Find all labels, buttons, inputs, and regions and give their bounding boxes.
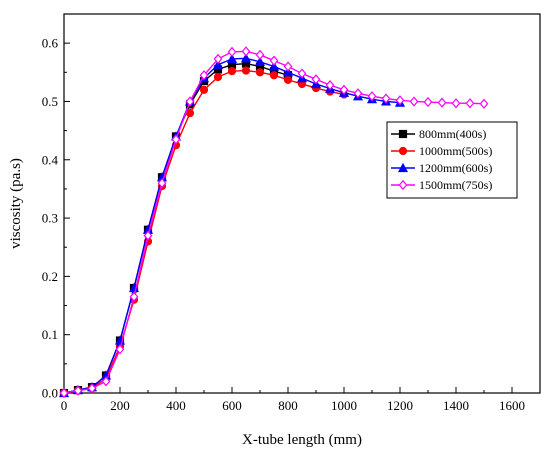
data-point <box>87 383 97 394</box>
data-point <box>199 85 209 94</box>
data-point <box>353 88 363 99</box>
legend-item: 1200mm(600s) <box>391 161 492 175</box>
x-tick-label: 1600 <box>499 398 525 413</box>
series-line <box>63 62 289 394</box>
data-point <box>423 96 433 108</box>
data-point <box>297 68 307 79</box>
series-4 <box>59 46 489 399</box>
data-point <box>213 72 223 82</box>
data-point <box>59 387 69 399</box>
data-point <box>101 376 111 387</box>
data-point <box>451 98 461 109</box>
legend-label: 1000mm(500s) <box>419 144 492 158</box>
series-layer <box>58 46 489 399</box>
data-point <box>283 61 293 72</box>
data-point <box>185 96 195 107</box>
y-tick-label: 0.4 <box>42 152 59 167</box>
data-point <box>269 71 279 80</box>
data-point <box>255 68 265 77</box>
x-tick-label: 800 <box>278 398 298 413</box>
series-3 <box>58 53 406 398</box>
y-tick-label: 0.0 <box>42 386 58 401</box>
legend-marker <box>398 129 408 139</box>
legend-marker <box>398 146 408 156</box>
y-tick-label: 0.1 <box>42 327 58 342</box>
x-tick-label: 1400 <box>443 398 469 413</box>
data-point <box>143 230 153 241</box>
y-tick-label: 0.2 <box>42 269 58 284</box>
x-axis-ticks: 0 200 400 600 800 1000 1200 1400 1600 <box>61 387 525 413</box>
data-point <box>73 385 83 396</box>
y-tick-label: 0.6 <box>42 36 59 51</box>
x-tick-label: 400 <box>166 398 186 413</box>
series-line <box>63 50 485 394</box>
legend-label: 800mm(400s) <box>419 127 486 141</box>
data-point <box>269 55 279 66</box>
x-tick-label: 1200 <box>387 398 413 413</box>
data-point <box>226 53 238 63</box>
x-tick-label: 1000 <box>331 398 357 413</box>
data-point <box>339 84 349 95</box>
data-point <box>115 344 125 355</box>
data-point <box>212 59 224 69</box>
series-2 <box>59 66 349 398</box>
data-point <box>157 177 167 189</box>
y-axis-ticks: 0.0 0.1 0.2 0.3 0.4 0.5 0.6 <box>42 13 70 401</box>
plot-frame <box>63 13 541 394</box>
data-point <box>409 96 419 107</box>
legend-item: 1000mm(500s) <box>391 144 492 158</box>
x-tick-label: 0 <box>61 398 68 413</box>
data-point <box>381 93 391 104</box>
data-point <box>240 53 252 63</box>
legend-item: 800mm(400s) <box>391 127 486 141</box>
data-point <box>465 98 475 109</box>
data-point <box>437 97 447 108</box>
data-point <box>268 61 280 71</box>
data-point <box>171 134 181 145</box>
legend-marker <box>398 179 408 191</box>
plot-border <box>63 13 541 394</box>
data-point <box>325 80 335 91</box>
data-point <box>227 67 237 76</box>
data-point <box>255 49 265 60</box>
legend-label: 1200mm(600s) <box>419 161 492 175</box>
data-point <box>213 53 223 65</box>
data-point <box>254 56 266 66</box>
series-line <box>63 69 345 394</box>
legend-item: 1500mm(750s) <box>391 178 492 192</box>
y-tick-label: 0.3 <box>42 211 58 226</box>
data-point <box>241 66 251 75</box>
data-point <box>185 109 195 118</box>
data-point <box>479 98 489 109</box>
y-tick-label: 0.5 <box>42 94 58 109</box>
data-point <box>129 291 139 302</box>
data-point <box>241 46 251 57</box>
series-line <box>63 57 401 394</box>
legend-label: 1500mm(750s) <box>419 178 492 192</box>
x-tick-label: 600 <box>222 398 242 413</box>
y-axis-title: viscosity (pa.s) <box>8 158 24 249</box>
x-axis-title: X-tube length (mm) <box>242 432 362 448</box>
x-tick-label: 200 <box>110 398 130 413</box>
data-point <box>199 70 209 81</box>
data-point <box>282 67 294 77</box>
data-point <box>395 95 405 106</box>
data-point <box>311 74 321 85</box>
legend: 800mm(400s) 1000mm(500s) 1200mm(600s) 1500m… <box>386 121 518 199</box>
data-point <box>227 46 237 58</box>
data-point <box>367 91 377 102</box>
legend-marker <box>397 162 409 173</box>
data-point <box>283 75 293 84</box>
series-1 <box>59 59 293 398</box>
